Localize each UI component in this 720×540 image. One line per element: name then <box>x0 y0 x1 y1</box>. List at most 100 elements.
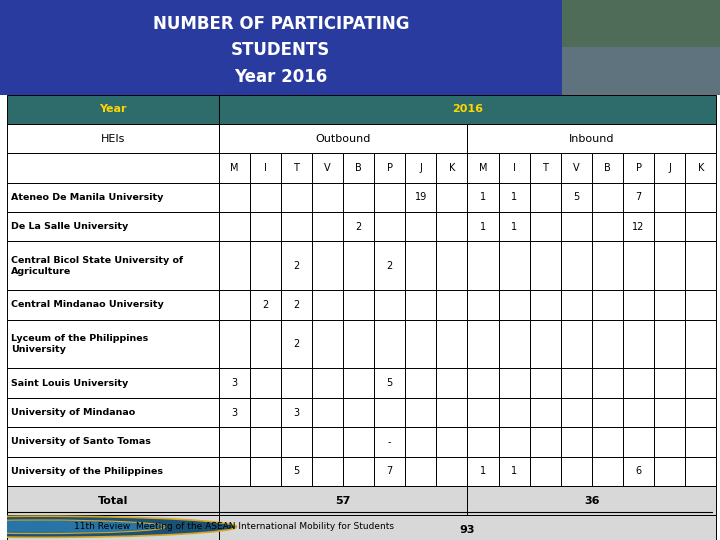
Bar <box>498 398 530 427</box>
Bar <box>467 241 498 290</box>
Bar <box>561 320 592 368</box>
Bar <box>281 427 312 456</box>
Text: Total: Total <box>98 496 128 505</box>
Bar <box>374 368 405 398</box>
Bar <box>219 212 250 241</box>
Bar <box>654 212 685 241</box>
Bar <box>623 427 654 456</box>
Text: 11th Review  Meeting of the ASEAN International Mobility for Students: 11th Review Meeting of the ASEAN Interna… <box>74 522 395 531</box>
Bar <box>436 320 467 368</box>
Bar <box>467 320 498 368</box>
Bar <box>7 398 219 427</box>
Bar <box>592 290 623 320</box>
Bar <box>562 0 720 47</box>
Text: 36: 36 <box>584 496 600 505</box>
Text: Lyceum of the Philippines
University: Lyceum of the Philippines University <box>11 334 148 354</box>
Bar <box>467 153 498 183</box>
Bar <box>654 427 685 456</box>
Bar <box>654 241 685 290</box>
Bar <box>685 153 716 183</box>
Bar <box>498 183 530 212</box>
Bar <box>561 427 592 456</box>
Bar <box>530 368 561 398</box>
Bar <box>498 241 530 290</box>
Text: 3: 3 <box>293 408 300 417</box>
Bar <box>436 212 467 241</box>
Bar <box>685 398 716 427</box>
Bar <box>498 290 530 320</box>
Bar <box>281 290 312 320</box>
Bar <box>623 398 654 427</box>
Text: 1: 1 <box>511 192 517 202</box>
Bar <box>436 183 467 212</box>
Bar <box>405 290 436 320</box>
Bar <box>374 398 405 427</box>
Bar <box>374 183 405 212</box>
Bar <box>498 153 530 183</box>
Text: Inbound: Inbound <box>570 133 615 144</box>
Text: J: J <box>668 163 671 173</box>
Bar <box>530 320 561 368</box>
Bar <box>623 241 654 290</box>
Bar <box>219 290 250 320</box>
Bar <box>312 320 343 368</box>
Bar <box>530 290 561 320</box>
Bar <box>0 0 562 94</box>
Bar <box>7 320 219 368</box>
Bar <box>312 183 343 212</box>
Bar <box>281 153 312 183</box>
Bar <box>498 368 530 398</box>
Text: Ateneo De Manila University: Ateneo De Manila University <box>11 193 163 202</box>
Bar <box>343 398 374 427</box>
Bar <box>312 241 343 290</box>
Bar <box>561 212 592 241</box>
Bar <box>343 183 374 212</box>
Bar <box>219 398 250 427</box>
Bar <box>374 427 405 456</box>
Bar <box>436 427 467 456</box>
Text: I: I <box>513 163 516 173</box>
Bar <box>530 241 561 290</box>
Bar <box>343 320 374 368</box>
Bar <box>654 456 685 486</box>
Bar <box>7 368 219 398</box>
Text: Saint Louis University: Saint Louis University <box>11 379 128 388</box>
Bar <box>250 212 281 241</box>
Bar <box>219 427 250 456</box>
Bar <box>219 94 716 124</box>
Text: University of Santo Tomas: University of Santo Tomas <box>11 437 150 447</box>
Bar <box>281 456 312 486</box>
Bar <box>561 368 592 398</box>
Text: 3: 3 <box>231 378 237 388</box>
Text: STUDENTS: STUDENTS <box>231 41 330 59</box>
Bar <box>250 456 281 486</box>
Bar <box>343 153 374 183</box>
Bar <box>281 212 312 241</box>
Bar <box>281 398 312 427</box>
Bar <box>250 153 281 183</box>
Text: 5: 5 <box>573 192 580 202</box>
Bar <box>219 320 250 368</box>
Bar <box>343 212 374 241</box>
Bar <box>250 241 281 290</box>
Text: V: V <box>573 163 580 173</box>
Bar <box>654 153 685 183</box>
Bar <box>685 456 716 486</box>
Bar <box>219 124 467 153</box>
Text: 2: 2 <box>262 300 269 310</box>
Text: De La Salle University: De La Salle University <box>11 222 128 231</box>
Text: 2: 2 <box>387 261 393 271</box>
Bar <box>7 94 219 124</box>
Bar <box>436 241 467 290</box>
Text: T: T <box>293 163 300 173</box>
Bar <box>374 456 405 486</box>
Bar <box>219 241 250 290</box>
Text: 1: 1 <box>480 466 486 476</box>
Bar <box>312 212 343 241</box>
Bar <box>654 320 685 368</box>
Bar <box>436 398 467 427</box>
Bar <box>530 398 561 427</box>
Bar <box>343 427 374 456</box>
Text: NUMBER OF PARTICIPATING: NUMBER OF PARTICIPATING <box>153 15 409 32</box>
Text: 6: 6 <box>636 466 642 476</box>
